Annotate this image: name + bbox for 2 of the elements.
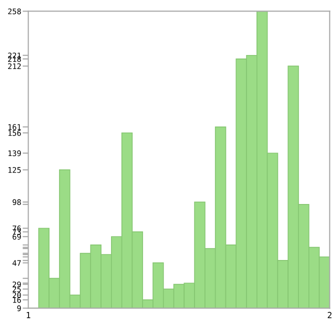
text: 1 (26, 312, 30, 318)
text: 2 (328, 312, 332, 318)
